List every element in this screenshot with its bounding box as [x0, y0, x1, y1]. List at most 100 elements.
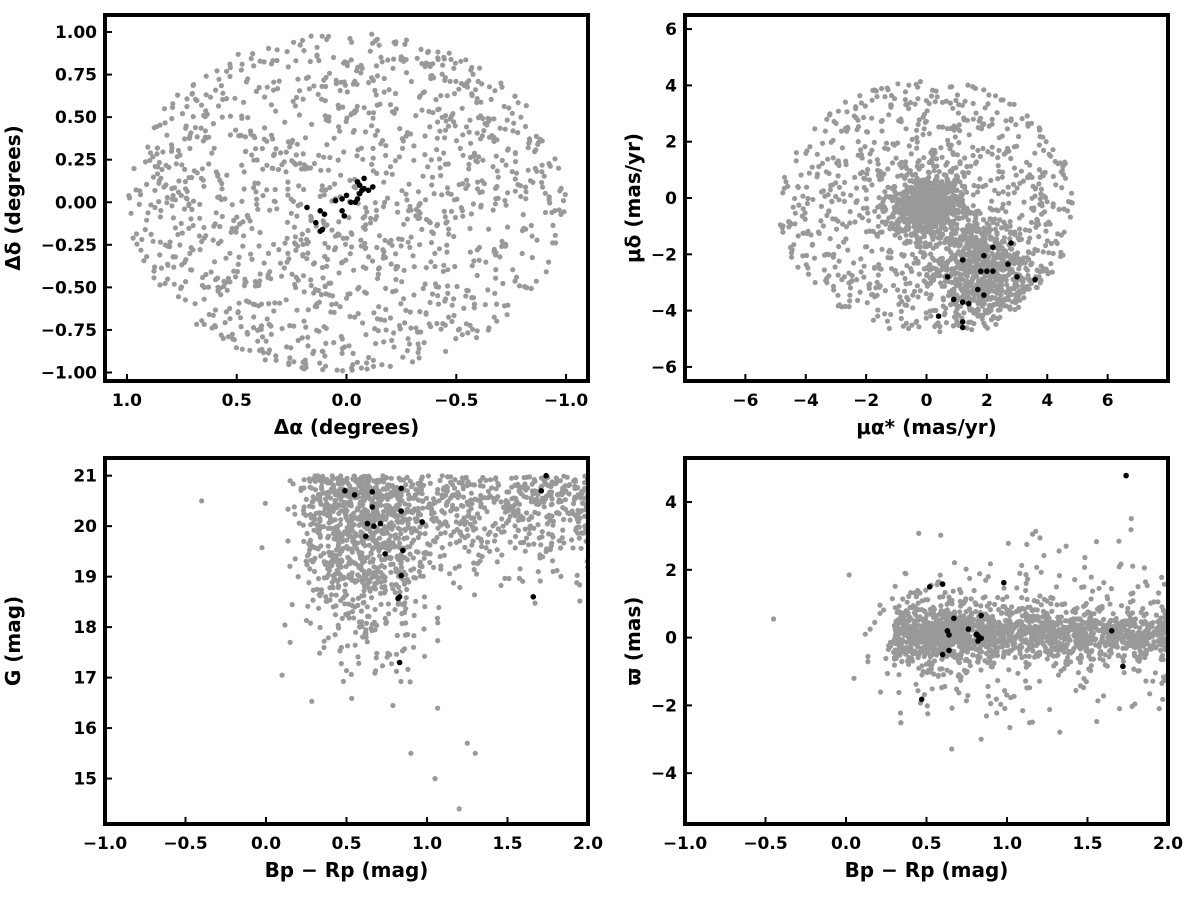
field-star-point	[372, 670, 378, 676]
field-star-point	[452, 477, 458, 483]
field-star-point	[316, 523, 322, 529]
field-star-point	[552, 156, 558, 162]
field-star-point	[847, 298, 853, 304]
field-star-point	[992, 187, 998, 193]
field-star-point	[431, 191, 437, 197]
field-star-point	[887, 194, 893, 201]
field-star-point	[454, 283, 460, 290]
field-star-point	[951, 314, 958, 320]
field-star-point	[833, 226, 840, 232]
field-star-point	[989, 281, 995, 287]
field-star-point	[970, 116, 976, 122]
field-star-point	[339, 615, 345, 622]
member-star-point	[959, 324, 966, 331]
field-star-point	[518, 193, 524, 200]
field-star-point	[382, 574, 388, 581]
field-star-point	[305, 307, 311, 313]
field-star-point	[807, 144, 813, 150]
field-star-point	[404, 197, 410, 203]
field-star-point	[374, 650, 380, 656]
field-star-point	[187, 145, 193, 152]
field-star-point	[880, 199, 886, 205]
field-star-point	[1008, 118, 1014, 124]
y-tick-label: −4	[651, 302, 677, 322]
field-star-point	[319, 183, 325, 189]
field-star-point	[236, 254, 242, 260]
field-star-point	[383, 527, 389, 533]
field-star-point	[966, 132, 972, 138]
field-star-point	[527, 138, 533, 144]
field-star-point	[499, 552, 505, 558]
field-star-point	[411, 157, 417, 163]
field-star-point	[470, 538, 476, 544]
field-star-point	[282, 240, 288, 246]
field-star-point	[145, 144, 151, 150]
member-star-point	[959, 299, 966, 306]
field-star-point	[262, 357, 268, 363]
field-star-point	[903, 227, 910, 233]
field-star-point	[455, 327, 461, 333]
field-star-point	[983, 182, 989, 188]
field-star-point	[523, 494, 530, 500]
field-star-point	[372, 200, 378, 206]
field-star-point	[471, 560, 477, 566]
field-star-point	[1058, 169, 1064, 175]
field-star-point	[264, 316, 270, 322]
field-star-point	[239, 61, 245, 67]
field-star-point	[474, 130, 480, 136]
field-star-point	[351, 267, 357, 273]
field-star-point	[477, 189, 483, 195]
field-star-point	[423, 495, 430, 501]
field-star-point	[372, 627, 378, 633]
field-star-point	[518, 491, 524, 497]
field-star-point	[253, 189, 259, 195]
field-star-point	[540, 184, 546, 190]
field-star-point	[1004, 145, 1011, 151]
field-star-point	[407, 309, 413, 315]
field-star-point	[407, 551, 413, 557]
field-star-point	[333, 592, 339, 598]
field-star-point	[804, 148, 810, 154]
field-star-point	[1040, 134, 1046, 140]
field-star-point	[347, 291, 353, 297]
field-star-point	[499, 243, 505, 249]
field-star-point	[362, 245, 368, 252]
field-star-point	[350, 129, 356, 135]
field-star-point	[442, 77, 448, 83]
field-star-point	[535, 522, 541, 528]
field-star-point	[435, 525, 441, 531]
field-star-point	[317, 650, 323, 656]
field-star-point	[987, 236, 994, 242]
field-star-point	[805, 271, 812, 277]
field-star-point	[963, 189, 970, 195]
field-star-point	[909, 251, 916, 257]
field-star-point	[981, 288, 988, 294]
field-star-point	[980, 262, 986, 268]
field-star-point	[313, 545, 320, 551]
field-star-point	[313, 510, 319, 516]
field-star-point	[411, 292, 417, 298]
field-star-point	[822, 193, 828, 199]
field-star-point	[906, 82, 912, 88]
field-star-point	[893, 155, 899, 161]
field-star-point	[418, 46, 424, 53]
field-star-point	[418, 487, 425, 493]
field-star-point	[1010, 181, 1017, 188]
field-star-point	[870, 228, 876, 234]
field-star-point	[944, 160, 950, 166]
field-star-point	[944, 246, 950, 252]
member-star-point	[343, 192, 350, 199]
field-star-point	[830, 283, 837, 289]
field-star-point	[491, 499, 497, 505]
field-star-point	[320, 348, 326, 355]
field-star-point	[879, 246, 885, 252]
field-star-point	[438, 531, 444, 537]
field-star-point	[912, 229, 918, 235]
field-star-point	[352, 542, 358, 548]
field-star-point	[277, 260, 284, 266]
field-star-point	[382, 199, 388, 205]
field-star-point	[886, 325, 893, 332]
field-star-point	[509, 110, 515, 116]
field-star-point	[443, 296, 449, 302]
field-star-point	[578, 545, 584, 551]
